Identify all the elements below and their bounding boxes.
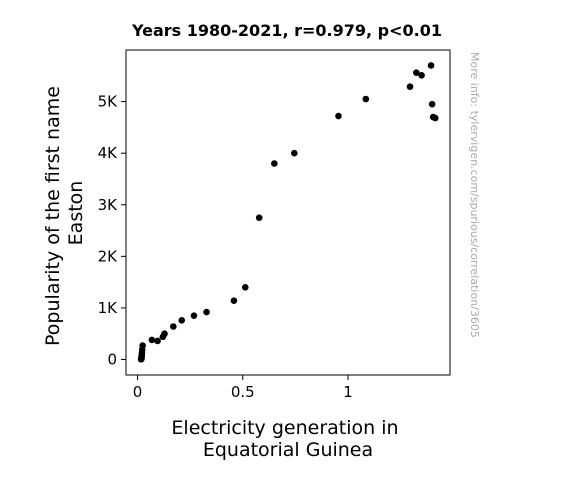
x-axis-label: Electricity generation in Equatorial Gui… bbox=[171, 417, 404, 461]
data-point bbox=[230, 297, 238, 305]
y-tick-label: 4K bbox=[98, 144, 119, 162]
watermark-text: More info: tylervigen.com/spurious/corre… bbox=[468, 52, 481, 338]
data-point bbox=[362, 95, 370, 103]
data-point bbox=[335, 112, 342, 120]
x-tick-label: 0 bbox=[133, 383, 143, 401]
x-tick-label: 0.5 bbox=[231, 383, 255, 401]
y-axis-label-line-2: Easton bbox=[65, 181, 87, 246]
data-point bbox=[178, 317, 186, 324]
x-axis-label-line-1: Electricity generation in bbox=[171, 417, 398, 439]
data-point bbox=[427, 62, 435, 69]
data-points bbox=[137, 62, 439, 363]
data-point bbox=[291, 149, 298, 157]
data-point bbox=[418, 71, 425, 79]
y-tick-label: 0 bbox=[107, 351, 117, 369]
data-point bbox=[170, 323, 177, 330]
y-axis-label-line-1: Popularity of the first name bbox=[42, 86, 64, 346]
y-axis-label: Popularity of the first name Easton bbox=[42, 80, 87, 346]
data-point bbox=[190, 312, 198, 319]
x-tick-label: 1 bbox=[343, 383, 353, 401]
y-tick-label: 2K bbox=[98, 247, 119, 265]
data-point bbox=[255, 214, 263, 221]
chart-title: Years 1980-2021, r=0.979, p<0.01 bbox=[131, 21, 442, 40]
data-point bbox=[431, 114, 439, 122]
y-axis: 0 1K 2K 3K 4K 5K bbox=[98, 93, 126, 369]
y-tick-label: 5K bbox=[98, 93, 119, 111]
data-point bbox=[428, 100, 436, 108]
data-point bbox=[406, 83, 414, 90]
data-point bbox=[241, 284, 249, 291]
data-point bbox=[154, 337, 161, 345]
x-axis: 0 0.5 1 bbox=[133, 375, 353, 401]
y-tick-label: 3K bbox=[98, 196, 119, 214]
data-point bbox=[271, 160, 278, 167]
data-point bbox=[139, 342, 146, 349]
data-point bbox=[161, 330, 168, 338]
x-axis-label-line-2: Equatorial Guinea bbox=[203, 439, 373, 461]
data-point bbox=[148, 336, 156, 344]
y-tick-label: 1K bbox=[98, 299, 119, 317]
data-point bbox=[413, 69, 420, 76]
data-point bbox=[203, 308, 210, 316]
